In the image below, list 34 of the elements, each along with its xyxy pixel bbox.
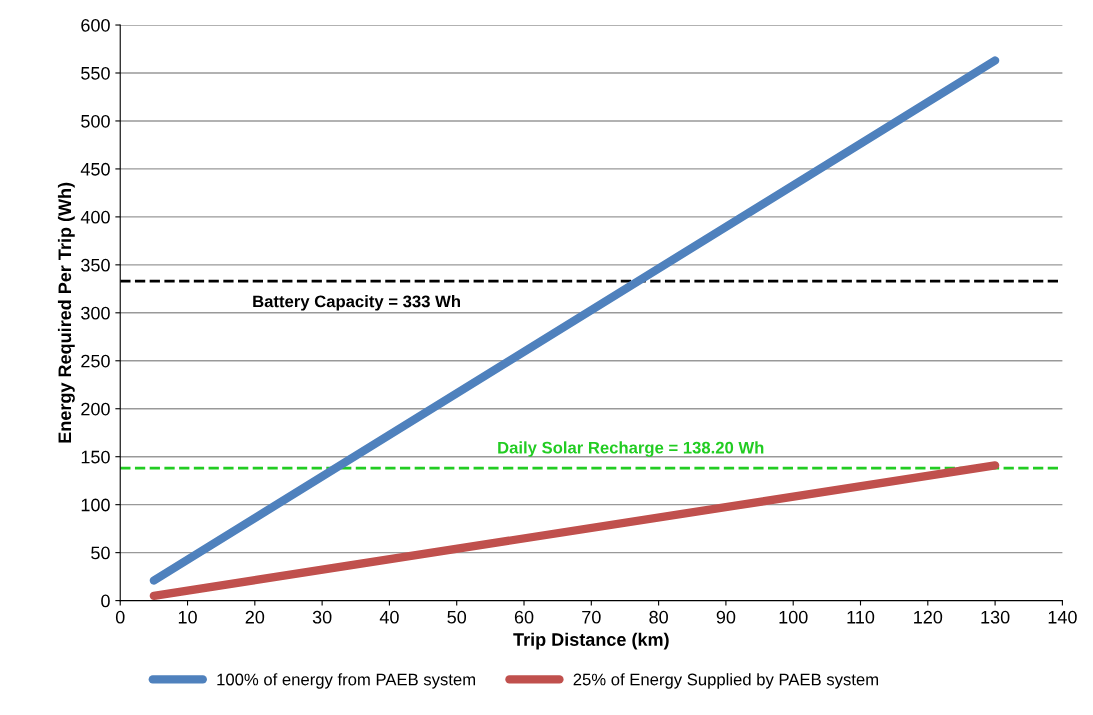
legend-label: 100% of energy from PAEB system	[217, 673, 476, 689]
ref-line-label: Battery Capacity = 333 Wh	[253, 295, 460, 311]
ref-line-label: Daily Solar Recharge = 138.20 Wh	[498, 441, 764, 457]
x-tick-label: 120	[914, 610, 943, 624]
x-tick-label: 20	[245, 610, 265, 624]
x-tick-label: 10	[178, 610, 197, 624]
x-tick-label: 50	[447, 610, 467, 624]
y-tick-label: 0	[101, 594, 110, 608]
y-tick-label: 300	[81, 306, 110, 320]
y-tick-label: 600	[81, 18, 110, 32]
x-tick-label: 130	[981, 610, 1010, 624]
x-tick-label: 90	[716, 610, 736, 624]
x-tick-label: 140	[1048, 610, 1077, 624]
x-tick-label: 110	[847, 610, 875, 624]
x-tick-label: 80	[649, 610, 668, 624]
x-tick-label: 40	[379, 610, 399, 624]
x-tick-label: 30	[312, 610, 332, 624]
y-tick-label: 450	[80, 162, 110, 176]
y-tick-label: 500	[81, 114, 110, 128]
y-tick-label: 100	[81, 498, 110, 512]
x-axis-title: Trip Distance (km)	[513, 632, 669, 650]
y-tick-label: 250	[81, 354, 110, 368]
y-tick-label: 550	[81, 66, 110, 80]
x-tick-label: 70	[582, 610, 601, 624]
y-tick-label: 200	[81, 402, 110, 416]
legend-label: 25% of Energy Supplied by PAEB system	[573, 673, 879, 689]
y-tick-label: 150	[81, 450, 110, 464]
y-tick-label: 400	[80, 210, 110, 224]
x-tick-label: 0	[115, 610, 125, 624]
y-tick-label: 50	[91, 546, 110, 560]
x-tick-label: 60	[514, 610, 534, 624]
y-axis-title: Energy Required Per Trip (Wh)	[57, 182, 75, 443]
x-tick-label: 100	[779, 610, 808, 624]
y-tick-label: 350	[81, 258, 110, 272]
